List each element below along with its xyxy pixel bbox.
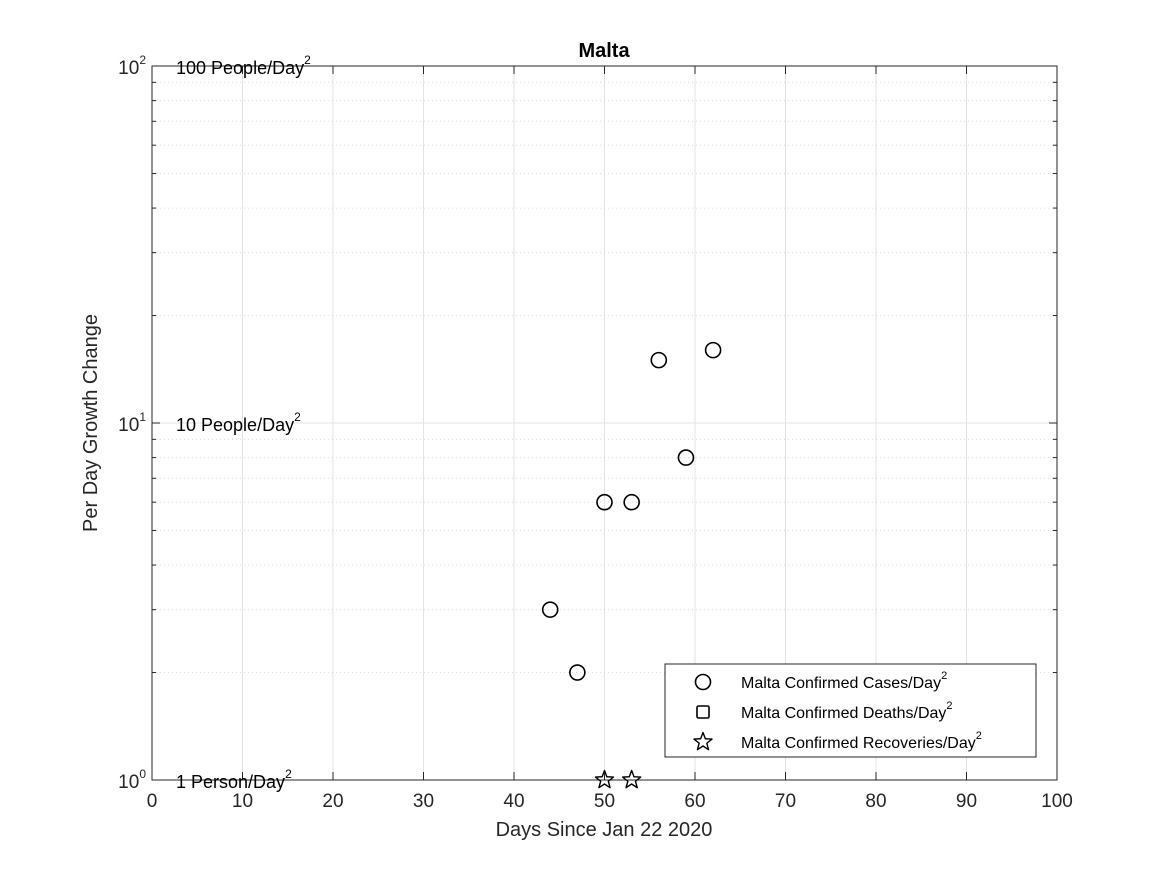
cases-point xyxy=(677,449,695,466)
marks xyxy=(541,341,722,789)
recoveries-point xyxy=(621,769,642,789)
x-tick-label: 10 xyxy=(232,791,253,812)
legend-box xyxy=(664,663,1037,758)
axes: 0 10 20 30 40 50 60 70 80 90 100 100 101 102 xyxy=(118,53,1073,812)
legend-marker-circle xyxy=(694,673,712,691)
legend-marker-square xyxy=(696,705,710,719)
x-axis-label: Days Since Jan 22 2020 xyxy=(496,819,713,841)
chart-title: Malta xyxy=(578,40,630,62)
cases-point xyxy=(704,341,722,359)
legend-label: Malta Confirmed Cases/Day2 xyxy=(741,670,947,692)
cases-point xyxy=(623,493,640,511)
annotation-text: 10 People/Day2 xyxy=(176,410,301,435)
y-axis-label: Per Day Growth Change xyxy=(80,314,102,532)
legend-label: Malta Confirmed Deaths/Day2 xyxy=(741,700,953,722)
x-tick-label: 100 xyxy=(1041,791,1073,812)
x-tick-label: 0 xyxy=(147,791,158,812)
cases-point xyxy=(541,601,559,618)
annotations: 100 People/Day2 10 People/Day2 1 Person/Da… xyxy=(176,53,311,792)
annotation-text: 100 People/Day2 xyxy=(176,53,311,78)
x-tick-label: 60 xyxy=(684,791,705,812)
x-tick-label: 80 xyxy=(865,791,886,812)
recoveries-point xyxy=(594,769,615,789)
x-tick-label: 30 xyxy=(413,791,434,812)
legend-marker-star xyxy=(693,731,713,751)
cases-point xyxy=(650,351,668,369)
x-tick-label: 70 xyxy=(775,791,796,812)
legend-label: Malta Confirmed Recoveries/Day2 xyxy=(741,730,982,752)
x-tick-label: 50 xyxy=(594,791,615,812)
legend: Malta Confirmed Cases/Day2 Malta Confirme… xyxy=(664,663,1037,758)
annotation-text: 1 Person/Day2 xyxy=(176,767,292,792)
cases-point xyxy=(569,664,586,681)
y-tick-label: 102 xyxy=(118,53,146,79)
cases-point xyxy=(596,493,613,511)
x-tick-label: 20 xyxy=(322,791,343,812)
x-tick-label: 40 xyxy=(503,791,524,812)
x-tick-label: 90 xyxy=(956,791,977,812)
grid xyxy=(152,66,1057,780)
y-tick-label: 101 xyxy=(118,410,146,436)
y-tick-label: 100 xyxy=(118,767,146,793)
